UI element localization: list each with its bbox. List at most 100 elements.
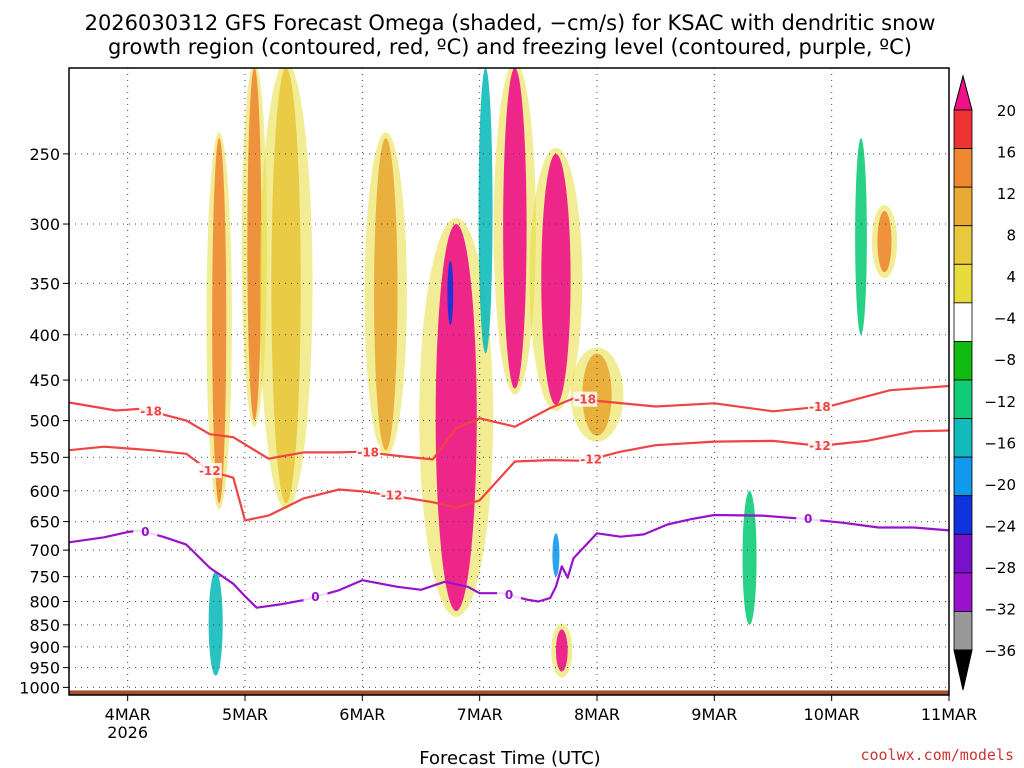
- freezing-level-label-bg-1: [303, 588, 328, 604]
- omega-region-10: [478, 68, 493, 354]
- omega-shading: [206, 68, 898, 678]
- y-tick-label-450: 450: [29, 371, 60, 390]
- colorbar-label-11: −28: [984, 559, 1016, 577]
- colorbar: 20 16 12 8 4 −4 −8 −12 −16 −20 −24 −28 −32 −36: [953, 74, 1016, 691]
- y-tick-label-350: 350: [29, 274, 60, 293]
- omega-region-5: [503, 68, 527, 389]
- omega-region-7: [555, 629, 568, 672]
- x-tick-label-4MAR: 4MAR: [105, 705, 151, 724]
- isotherm-minus12-label-1: -12: [381, 489, 403, 503]
- y-axis: 250 300 350 400 450 500 550 600 650 700 750 800 850 9…: [19, 145, 69, 697]
- y-tick-label-300: 300: [29, 215, 60, 234]
- isotherm-minus18-label-1: -18: [357, 445, 379, 459]
- freezing-level-label-1: 0: [311, 590, 319, 604]
- colorbar-top-arrow: [953, 74, 973, 111]
- isotherm-minus18-label-bg-1: [356, 444, 381, 460]
- y-tick-label-850: 850: [29, 616, 60, 635]
- colorbar-label-12: −32: [984, 600, 1016, 618]
- y-tick-label-250: 250: [29, 145, 60, 164]
- x-tick-label-10MAR: 10MAR: [804, 705, 860, 724]
- colorbar-label-1: 16: [997, 144, 1016, 162]
- y-tick-label-650: 650: [29, 513, 60, 532]
- colorbar-swatch-6: [953, 302, 973, 342]
- colorbar-swatch-14: [953, 611, 973, 651]
- isotherm-minus18-label-0: -18: [140, 405, 162, 419]
- omega-region-2: [271, 68, 301, 504]
- isotherm-minus12-label-bg-1: [379, 487, 404, 503]
- omega-region-15: [855, 138, 867, 335]
- x-tick-label-11MAR: 11MAR: [921, 705, 977, 724]
- ground-fill: [69, 690, 949, 695]
- colorbar-label-8: −16: [984, 434, 1016, 452]
- omega-region-11: [447, 260, 454, 326]
- x-tick-label-7MAR: 7MAR: [457, 705, 503, 724]
- freezing-level-label-0: 0: [141, 525, 149, 539]
- colorbar-label-5: −4: [994, 310, 1016, 328]
- isotherm-minus18-label-bg-3: [807, 398, 832, 414]
- colorbar-label-6: −8: [994, 351, 1016, 369]
- y-tick-label-500: 500: [29, 412, 60, 431]
- isotherm-minus18-label-bg-2: [573, 391, 598, 407]
- x-tick-label-9MAR: 9MAR: [691, 705, 737, 724]
- colorbar-label-13: −36: [984, 642, 1016, 660]
- x-year-label: 2026: [107, 723, 148, 742]
- colorbar-label-10: −24: [984, 517, 1016, 535]
- omega-region-9: [877, 210, 892, 273]
- colorbar-label-3: 8: [1006, 227, 1016, 245]
- colorbar-swatch-1: [953, 109, 973, 149]
- colorbar-label-2: 12: [997, 185, 1016, 203]
- isotherm-minus12-label-2: -12: [580, 452, 602, 466]
- colorbar-bottom-arrow: [953, 649, 973, 691]
- colorbar-swatch-13: [953, 572, 973, 612]
- y-tick-label-800: 800: [29, 593, 60, 612]
- y-tick-label-550: 550: [29, 448, 60, 467]
- colorbar-label-0: 20: [997, 102, 1016, 120]
- colorbar-swatch-7: [953, 341, 973, 381]
- y-tick-label-750: 750: [29, 568, 60, 587]
- freezing-level-label-2: 0: [505, 588, 513, 602]
- isotherm-minus18-label-bg-0: [139, 403, 164, 419]
- ground-strip: [69, 690, 949, 695]
- isotherm-minus18-label-2: -18: [574, 393, 596, 407]
- colorbar-swatch-5: [953, 263, 973, 304]
- colorbar-label-7: −12: [984, 393, 1016, 411]
- colorbar-swatch-12: [953, 533, 973, 574]
- isotherm-minus12-label-bg-2: [579, 451, 604, 467]
- freezing-level-label-bg-3: [796, 511, 821, 527]
- credit-text[interactable]: coolwx.com/models: [860, 746, 1014, 764]
- omega-region-4: [435, 224, 477, 612]
- isotherm-minus12-label-0: -12: [199, 464, 221, 478]
- omega-region-13: [552, 533, 560, 577]
- omega-region-6: [541, 153, 571, 405]
- x-axis-label: Forecast Time (UTC): [419, 748, 600, 768]
- omega-region-14: [742, 490, 757, 625]
- colorbar-swatch-11: [953, 495, 973, 535]
- freezing-level-label-3: 0: [804, 512, 812, 526]
- colorbar-swatch-9: [953, 418, 973, 458]
- colorbar-swatch-2: [953, 148, 973, 188]
- plot-frame: [68, 67, 950, 696]
- y-tick-label-1000: 1000: [19, 678, 60, 697]
- freezing-level-label-bg-0: [133, 523, 158, 539]
- isotherm-minus18-line: [69, 384, 949, 461]
- colorbar-swatch-3: [953, 186, 973, 227]
- isotherm-minus12-label-bg-3: [807, 437, 832, 453]
- freezing-level-label-bg-2: [497, 586, 521, 602]
- contour-labels: -18 -18 -18 -18 -12 -12 -12 -12 0 0 0 0: [133, 391, 832, 604]
- y-tick-label-950: 950: [29, 659, 60, 678]
- isotherm-minus12-label-bg-0: [197, 463, 222, 479]
- x-axis: 4MAR 5MAR 6MAR 7MAR 8MAR 9MAR 10MAR 11MAR 2026: [105, 695, 977, 742]
- x-tick-label-8MAR: 8MAR: [574, 705, 620, 724]
- y-tick-label-900: 900: [29, 638, 60, 657]
- omega-region-3: [374, 138, 398, 451]
- omega-region-1: [247, 68, 262, 421]
- colorbar-label-4: 4: [1006, 268, 1016, 286]
- colorbar-swatch-10: [953, 456, 973, 497]
- y-tick-label-600: 600: [29, 482, 60, 501]
- isotherm-minus12-label-3: -12: [809, 439, 831, 453]
- omega-region-0: [212, 138, 227, 504]
- colorbar-swatch-4: [953, 225, 973, 265]
- grid-lines: [69, 68, 949, 695]
- y-tick-label-700: 700: [29, 541, 60, 560]
